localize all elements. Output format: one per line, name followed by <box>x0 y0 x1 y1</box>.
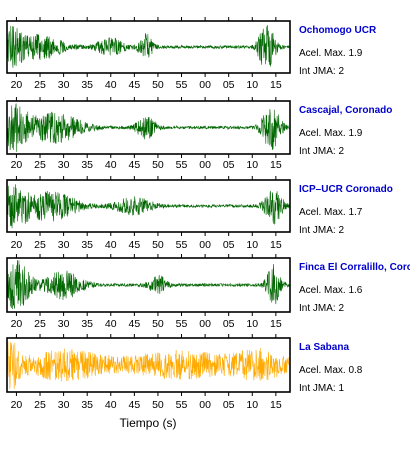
panel-3: 20 25 30 35 40 45 50 55 00 05 10 15 ICP–UCR Coronado… <box>6 176 393 251</box>
x-tick-label: 45 <box>129 318 141 330</box>
x-tick-label: 25 <box>34 318 46 330</box>
x-tick-label: 15 <box>270 239 282 251</box>
waveform-trace <box>6 341 291 390</box>
waveform-trace <box>6 184 291 229</box>
x-tick-label: 00 <box>199 239 211 251</box>
x-tick-label: 25 <box>34 239 46 251</box>
station-name: Ochomogo UCR <box>299 25 377 36</box>
x-tick-label: 30 <box>58 79 70 91</box>
x-tick-label: 40 <box>105 79 117 91</box>
x-tick-label: 55 <box>176 399 188 411</box>
x-tick-label: 20 <box>11 318 23 330</box>
x-tick-label: 00 <box>199 79 211 91</box>
x-tick-label: 15 <box>270 318 282 330</box>
x-tick-label: 50 <box>152 79 164 91</box>
x-tick-label: 45 <box>129 399 141 411</box>
x-tick-label: 40 <box>105 159 117 171</box>
x-tick-label: 35 <box>81 318 93 330</box>
x-tick-label: 05 <box>223 79 235 91</box>
station-max-accel: Acel. Max. 0.8 <box>299 365 363 376</box>
x-tick-label: 10 <box>246 79 258 91</box>
station-name: La Sabana <box>299 342 349 353</box>
panel-4: 20 25 30 35 40 45 50 55 00 05 10 15 Finca El Corrali… <box>6 254 410 330</box>
x-tick-label: 40 <box>105 239 117 251</box>
station-jma-intensity: Int JMA: 1 <box>299 383 344 394</box>
waveform-trace <box>6 103 291 152</box>
waveform-trace <box>6 260 291 310</box>
station-max-accel: Acel. Max. 1.9 <box>299 128 363 139</box>
x-tick-label: 05 <box>223 239 235 251</box>
panels-group: 20 25 30 35 40 45 50 55 00 05 10 15 Ochomogo UCR Acel… <box>6 17 410 411</box>
panel-frame <box>6 20 291 74</box>
x-tick-label: 35 <box>81 79 93 91</box>
x-tick-label: 15 <box>270 159 282 171</box>
x-tick-label: 45 <box>129 159 141 171</box>
x-tick-label: 15 <box>270 399 282 411</box>
x-tick-label: 55 <box>176 159 188 171</box>
station-max-accel: Acel. Max. 1.9 <box>299 48 363 59</box>
station-name: ICP–UCR Coronado <box>299 184 393 195</box>
x-tick-label: 50 <box>152 159 164 171</box>
x-tick-label: 35 <box>81 159 93 171</box>
x-tick-label: 25 <box>34 399 46 411</box>
station-jma-intensity: Int JMA: 2 <box>299 225 344 236</box>
panel-frame <box>6 100 291 155</box>
x-tick-label: 55 <box>176 79 188 91</box>
x-tick-label: 10 <box>246 159 258 171</box>
station-jma-intensity: Int JMA: 2 <box>299 303 344 314</box>
panel-frame <box>6 257 291 313</box>
x-tick-label: 10 <box>246 399 258 411</box>
x-tick-label: 30 <box>58 399 70 411</box>
x-tick-label: 05 <box>223 399 235 411</box>
x-tick-label: 10 <box>246 318 258 330</box>
x-tick-label: 40 <box>105 318 117 330</box>
station-jma-intensity: Int JMA: 2 <box>299 146 344 157</box>
x-axis-label: Tiempo (s) <box>120 416 177 430</box>
x-tick-label: 20 <box>11 239 23 251</box>
x-tick-label: 25 <box>34 159 46 171</box>
x-tick-label: 45 <box>129 239 141 251</box>
x-tick-label: 20 <box>11 159 23 171</box>
x-tick-label: 10 <box>246 239 258 251</box>
x-tick-label: 00 <box>199 159 211 171</box>
x-tick-label: 20 <box>11 79 23 91</box>
x-tick-label: 35 <box>81 239 93 251</box>
x-tick-label: 25 <box>34 79 46 91</box>
x-tick-label: 35 <box>81 399 93 411</box>
x-tick-label: 50 <box>152 239 164 251</box>
x-tick-label: 50 <box>152 399 164 411</box>
x-tick-label: 30 <box>58 159 70 171</box>
station-jma-intensity: Int JMA: 2 <box>299 66 344 77</box>
panel-frame <box>6 337 291 393</box>
x-tick-label: 30 <box>58 318 70 330</box>
x-tick-label: 50 <box>152 318 164 330</box>
x-tick-label: 00 <box>199 318 211 330</box>
x-tick-label: 40 <box>105 399 117 411</box>
x-tick-label: 00 <box>199 399 211 411</box>
panel-frame <box>6 179 291 233</box>
x-tick-label: 05 <box>223 318 235 330</box>
x-tick-label: 55 <box>176 318 188 330</box>
waveform-trace <box>6 25 291 68</box>
x-tick-label: 45 <box>129 79 141 91</box>
station-name: Cascajal, Coronado <box>299 105 392 116</box>
station-name: Finca El Corralillo, Corona <box>299 262 410 273</box>
x-tick-label: 20 <box>11 399 23 411</box>
panel-2: 20 25 30 35 40 45 50 55 00 05 10 15 Cascajal, Corona… <box>6 97 392 171</box>
station-max-accel: Acel. Max. 1.6 <box>299 285 363 296</box>
x-tick-label: 15 <box>270 79 282 91</box>
x-tick-label: 05 <box>223 159 235 171</box>
x-tick-label: 55 <box>176 239 188 251</box>
panel-5: 20 25 30 35 40 45 50 55 00 05 10 15 La Sabana Acel. M… <box>6 334 363 411</box>
x-tick-label: 30 <box>58 239 70 251</box>
station-max-accel: Acel. Max. 1.7 <box>299 207 363 218</box>
panel-1: 20 25 30 35 40 45 50 55 00 05 10 15 Ochomogo UCR Acel… <box>6 17 377 91</box>
